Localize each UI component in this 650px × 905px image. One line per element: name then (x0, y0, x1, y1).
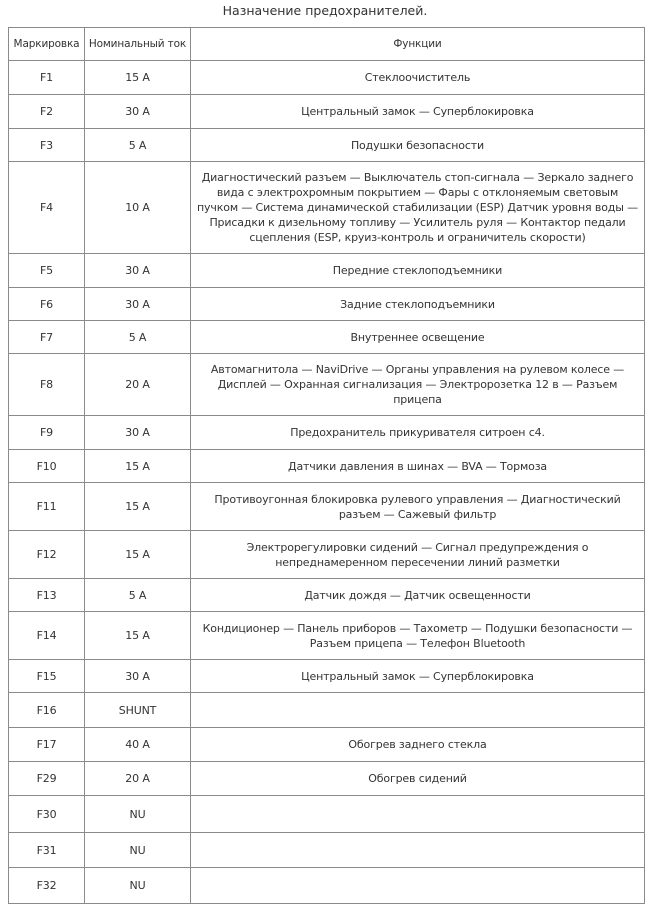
cell-mark: F13 (8, 578, 85, 612)
table-row: F1 15 A Стеклоочиститель (8, 60, 645, 95)
cell-function: Стеклоочиститель (190, 60, 645, 95)
table-row: F12 15 A Электрорегулировки сидений — Сигн… (8, 530, 645, 579)
cell-mark: F3 (8, 128, 85, 162)
table-header-row: Маркировка Номинальный ток Функции (8, 27, 645, 61)
cell-function: Датчики давления в шинах — BVA — Тормоза (190, 449, 645, 483)
cell-current: NU (84, 832, 191, 868)
cell-function (190, 795, 645, 833)
cell-mark: F32 (8, 867, 85, 904)
cell-current: 40 A (84, 727, 191, 762)
fuse-table: Маркировка Номинальный ток Функции F1 15 … (8, 27, 645, 904)
cell-current: 30 A (84, 287, 191, 321)
cell-current: 5 A (84, 578, 191, 612)
table-row: F10 15 A Датчики давления в шинах — BVA — … (8, 449, 645, 483)
cell-function (190, 867, 645, 904)
cell-current: NU (84, 795, 191, 833)
cell-function: Центральный замок — Суперблокировка (190, 94, 645, 129)
cell-current: 20 A (84, 761, 191, 796)
cell-current: 15 A (84, 449, 191, 483)
cell-function (190, 692, 645, 728)
cell-function: Центральный замок — Суперблокировка (190, 659, 645, 693)
cell-function: Датчик дождя — Датчик освещенности (190, 578, 645, 612)
table-row: F8 20 A Автомагнитола — NaviDrive — Органы… (8, 353, 645, 416)
cell-function: Автомагнитола — NaviDrive — Органы управ… (190, 353, 645, 416)
cell-current: 30 A (84, 94, 191, 129)
cell-function: Кондиционер — Панель приборов — Тахометр… (190, 611, 645, 660)
cell-current: 15 A (84, 60, 191, 95)
table-row: F32 NU (8, 867, 645, 904)
cell-current: 10 A (84, 161, 191, 254)
header-function: Функции (190, 27, 645, 61)
cell-function: Электрорегулировки сидений — Сигнал пред… (190, 530, 645, 579)
cell-current: 30 A (84, 659, 191, 693)
cell-function: Обогрев заднего стекла (190, 727, 645, 762)
table-row: F15 30 A Центральный замок — Суперблокиров… (8, 659, 645, 693)
table-row: F5 30 A Передние стеклоподъемники (8, 253, 645, 288)
cell-mark: F11 (8, 482, 85, 531)
cell-current: SHUNT (84, 692, 191, 728)
cell-mark: F31 (8, 832, 85, 868)
table-row: F30 NU (8, 795, 645, 833)
table-row: F31 NU (8, 832, 645, 868)
table-row: F9 30 A Предохранитель прикуривателя ситро… (8, 415, 645, 450)
table-row: F14 15 A Кондиционер — Панель приборов — Т… (8, 611, 645, 660)
cell-mark: F9 (8, 415, 85, 450)
cell-current: 20 A (84, 353, 191, 416)
cell-mark: F2 (8, 94, 85, 129)
table-row: F2 30 A Центральный замок — Суперблокировк… (8, 94, 645, 129)
cell-mark: F8 (8, 353, 85, 416)
header-current: Номинальный ток (84, 27, 191, 61)
table-row: F13 5 A Датчик дождя — Датчик освещенности (8, 578, 645, 612)
cell-current: 15 A (84, 611, 191, 660)
cell-current: 15 A (84, 482, 191, 531)
table-row: F3 5 A Подушки безопасности (8, 128, 645, 162)
cell-current: NU (84, 867, 191, 904)
cell-current: 30 A (84, 415, 191, 450)
cell-mark: F7 (8, 320, 85, 354)
cell-current: 30 A (84, 253, 191, 288)
cell-mark: F1 (8, 60, 85, 95)
cell-function: Обогрев сидений (190, 761, 645, 796)
cell-mark: F14 (8, 611, 85, 660)
page-title: Назначение предохранителей. (222, 3, 428, 18)
cell-mark: F12 (8, 530, 85, 579)
table-row: F7 5 A Внутреннее освещение (8, 320, 645, 354)
cell-mark: F4 (8, 161, 85, 254)
table-row: F29 20 A Обогрев сидений (8, 761, 645, 796)
cell-mark: F29 (8, 761, 85, 796)
cell-function: Предохранитель прикуривателя ситроен с4. (190, 415, 645, 450)
cell-mark: F15 (8, 659, 85, 693)
header-mark: Маркировка (8, 27, 85, 61)
cell-current: 5 A (84, 320, 191, 354)
table-row: F4 10 A Диагностический разъем — Выключате… (8, 161, 645, 254)
cell-mark: F30 (8, 795, 85, 833)
cell-mark: F6 (8, 287, 85, 321)
cell-function: Задние стеклоподъемники (190, 287, 645, 321)
table-row: F6 30 A Задние стеклоподъемники (8, 287, 645, 321)
cell-current: 15 A (84, 530, 191, 579)
cell-current: 5 A (84, 128, 191, 162)
cell-mark: F10 (8, 449, 85, 483)
cell-function: Подушки безопасности (190, 128, 645, 162)
cell-function: Передние стеклоподъемники (190, 253, 645, 288)
cell-function (190, 832, 645, 868)
table-row: F17 40 A Обогрев заднего стекла (8, 727, 645, 762)
cell-mark: F16 (8, 692, 85, 728)
table-row: F16 SHUNT (8, 692, 645, 728)
cell-mark: F5 (8, 253, 85, 288)
cell-mark: F17 (8, 727, 85, 762)
cell-function: Противоугонная блокировка рулевого управ… (190, 482, 645, 531)
cell-function: Внутреннее освещение (190, 320, 645, 354)
table-row: F11 15 A Противоугонная блокировка рулевог… (8, 482, 645, 531)
cell-function: Диагностический разъем — Выключатель сто… (190, 161, 645, 254)
